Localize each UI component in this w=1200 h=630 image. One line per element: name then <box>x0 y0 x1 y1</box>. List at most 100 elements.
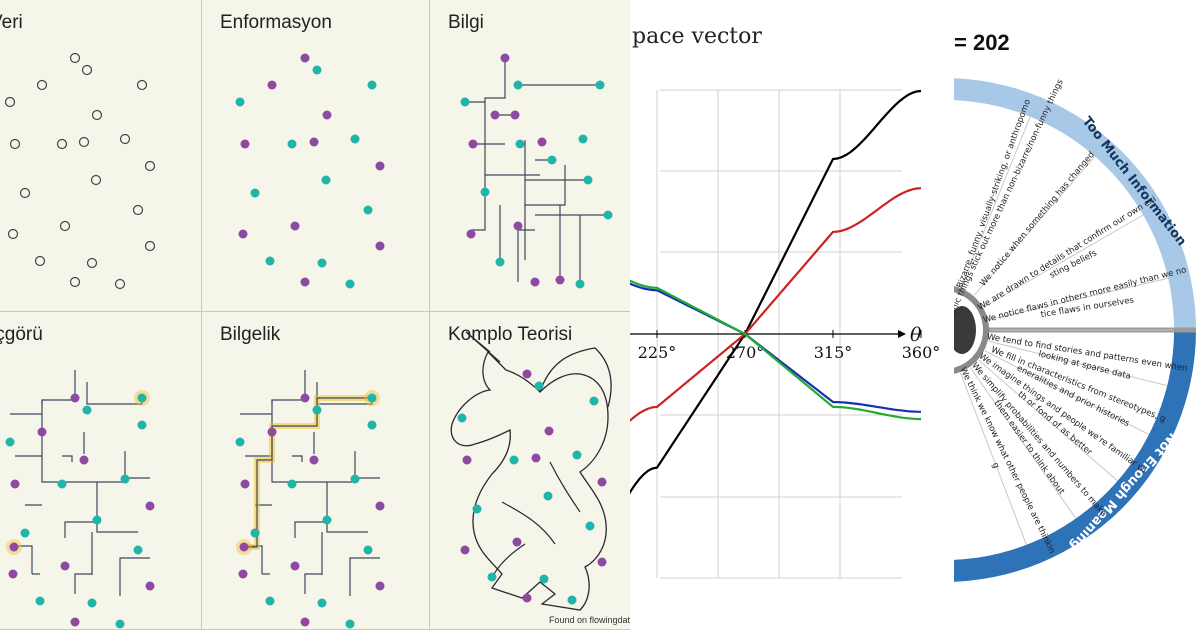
network-node <box>5 437 15 447</box>
network-edge <box>471 175 486 231</box>
network-edge <box>62 455 73 462</box>
x-tick-label: 315° <box>814 343 853 362</box>
network-node <box>375 501 385 511</box>
network-node <box>300 393 310 403</box>
network-edge <box>97 451 126 483</box>
data-dots-plot <box>4 52 156 290</box>
network-node <box>322 515 332 525</box>
cell-title: Enformasyon <box>220 12 332 33</box>
network-node <box>137 420 147 430</box>
unicorn-point <box>597 477 607 487</box>
network-node <box>595 80 605 90</box>
network-node <box>375 581 385 591</box>
unicorn-point <box>567 595 577 605</box>
network-node <box>8 569 18 579</box>
series-line-1 <box>630 187 922 423</box>
network-node <box>87 598 97 608</box>
network-node <box>82 405 92 415</box>
network-node <box>235 437 245 447</box>
data-point <box>9 138 21 150</box>
network-edge <box>86 382 143 405</box>
x-axis-label: θ <box>910 324 922 346</box>
network-node <box>537 137 547 147</box>
network-edge <box>96 482 138 533</box>
network-edge <box>327 451 356 483</box>
information-point <box>375 241 385 251</box>
network-node <box>309 455 319 465</box>
data-point <box>86 257 98 269</box>
section-band-not-enough-meaning <box>954 330 1196 582</box>
network-node <box>35 596 45 606</box>
cell-data: Veri <box>0 0 202 312</box>
network-node <box>9 542 19 552</box>
network-edge <box>326 482 368 533</box>
network-node <box>239 542 249 552</box>
information-point <box>367 80 377 90</box>
data-point <box>69 276 81 288</box>
wheel-spoke <box>978 359 1118 482</box>
information-dots-plot <box>235 53 385 289</box>
information-point <box>240 139 250 149</box>
wheel-spoke <box>960 116 1031 288</box>
network-node <box>312 405 322 415</box>
network-node <box>287 479 297 489</box>
network-edge <box>271 370 306 404</box>
data-point <box>119 133 131 145</box>
unicorn-point <box>522 369 532 379</box>
information-point <box>345 279 355 289</box>
network-node <box>460 97 470 107</box>
data-point <box>136 79 148 91</box>
unicorn-point <box>543 491 553 501</box>
unicorn-point <box>460 545 470 555</box>
unicorn-point <box>531 453 541 463</box>
cell-insight: İçgörü <box>0 312 202 630</box>
vector-chart-panel: pace vector 225° 270° 315° 360° θ <box>630 0 954 630</box>
network-node <box>92 515 102 525</box>
network-node <box>57 479 67 489</box>
information-point <box>290 221 300 231</box>
wheel-spoke <box>960 372 1027 545</box>
cell-conspiracy: Komplo Teorisi Found on flowingdata <box>430 312 630 630</box>
chart-title: pace vector <box>632 24 762 49</box>
network-node <box>137 393 147 403</box>
network-node <box>115 619 125 629</box>
network-edge <box>119 557 150 596</box>
unicorn-point <box>572 450 582 460</box>
information-point <box>363 205 373 215</box>
bias-wheel-panel: = 202 Too Much Information Not Enough Mea… <box>954 0 1200 630</box>
wheel-spoke <box>988 277 1169 321</box>
network-edge <box>524 140 566 206</box>
unicorn-point <box>544 426 554 436</box>
network-node <box>290 561 300 571</box>
information-point <box>350 134 360 144</box>
information-point <box>287 139 297 149</box>
information-point <box>317 258 327 268</box>
network-edge <box>74 573 92 594</box>
cell-title: Veri <box>0 12 23 33</box>
cell-title: Bilgelik <box>220 324 281 345</box>
data-point <box>19 187 31 199</box>
unicorn-detail <box>493 461 581 575</box>
network-edge <box>64 521 97 538</box>
data-point <box>90 174 102 186</box>
data-point <box>69 52 81 64</box>
unicorn-point <box>457 413 467 423</box>
wheel-spoke <box>973 156 1096 296</box>
network-node <box>145 501 155 511</box>
network-node <box>547 155 557 165</box>
network-node <box>530 277 540 287</box>
network-edge <box>294 521 327 538</box>
data-point <box>144 160 156 172</box>
cell-information: Enformasyon <box>202 0 430 312</box>
network-node <box>583 175 593 185</box>
cell-title: Bilgi <box>448 12 484 33</box>
wheel-spoke <box>988 340 1168 387</box>
cell-title: Komplo Teorisi <box>448 324 573 345</box>
x-tick-label: 225° <box>638 343 677 362</box>
network-node <box>367 393 377 403</box>
information-point <box>312 65 322 75</box>
cell-knowledge: Bilgi <box>430 0 630 312</box>
network-node <box>363 545 373 555</box>
information-point <box>300 277 310 287</box>
network-node <box>300 617 310 627</box>
